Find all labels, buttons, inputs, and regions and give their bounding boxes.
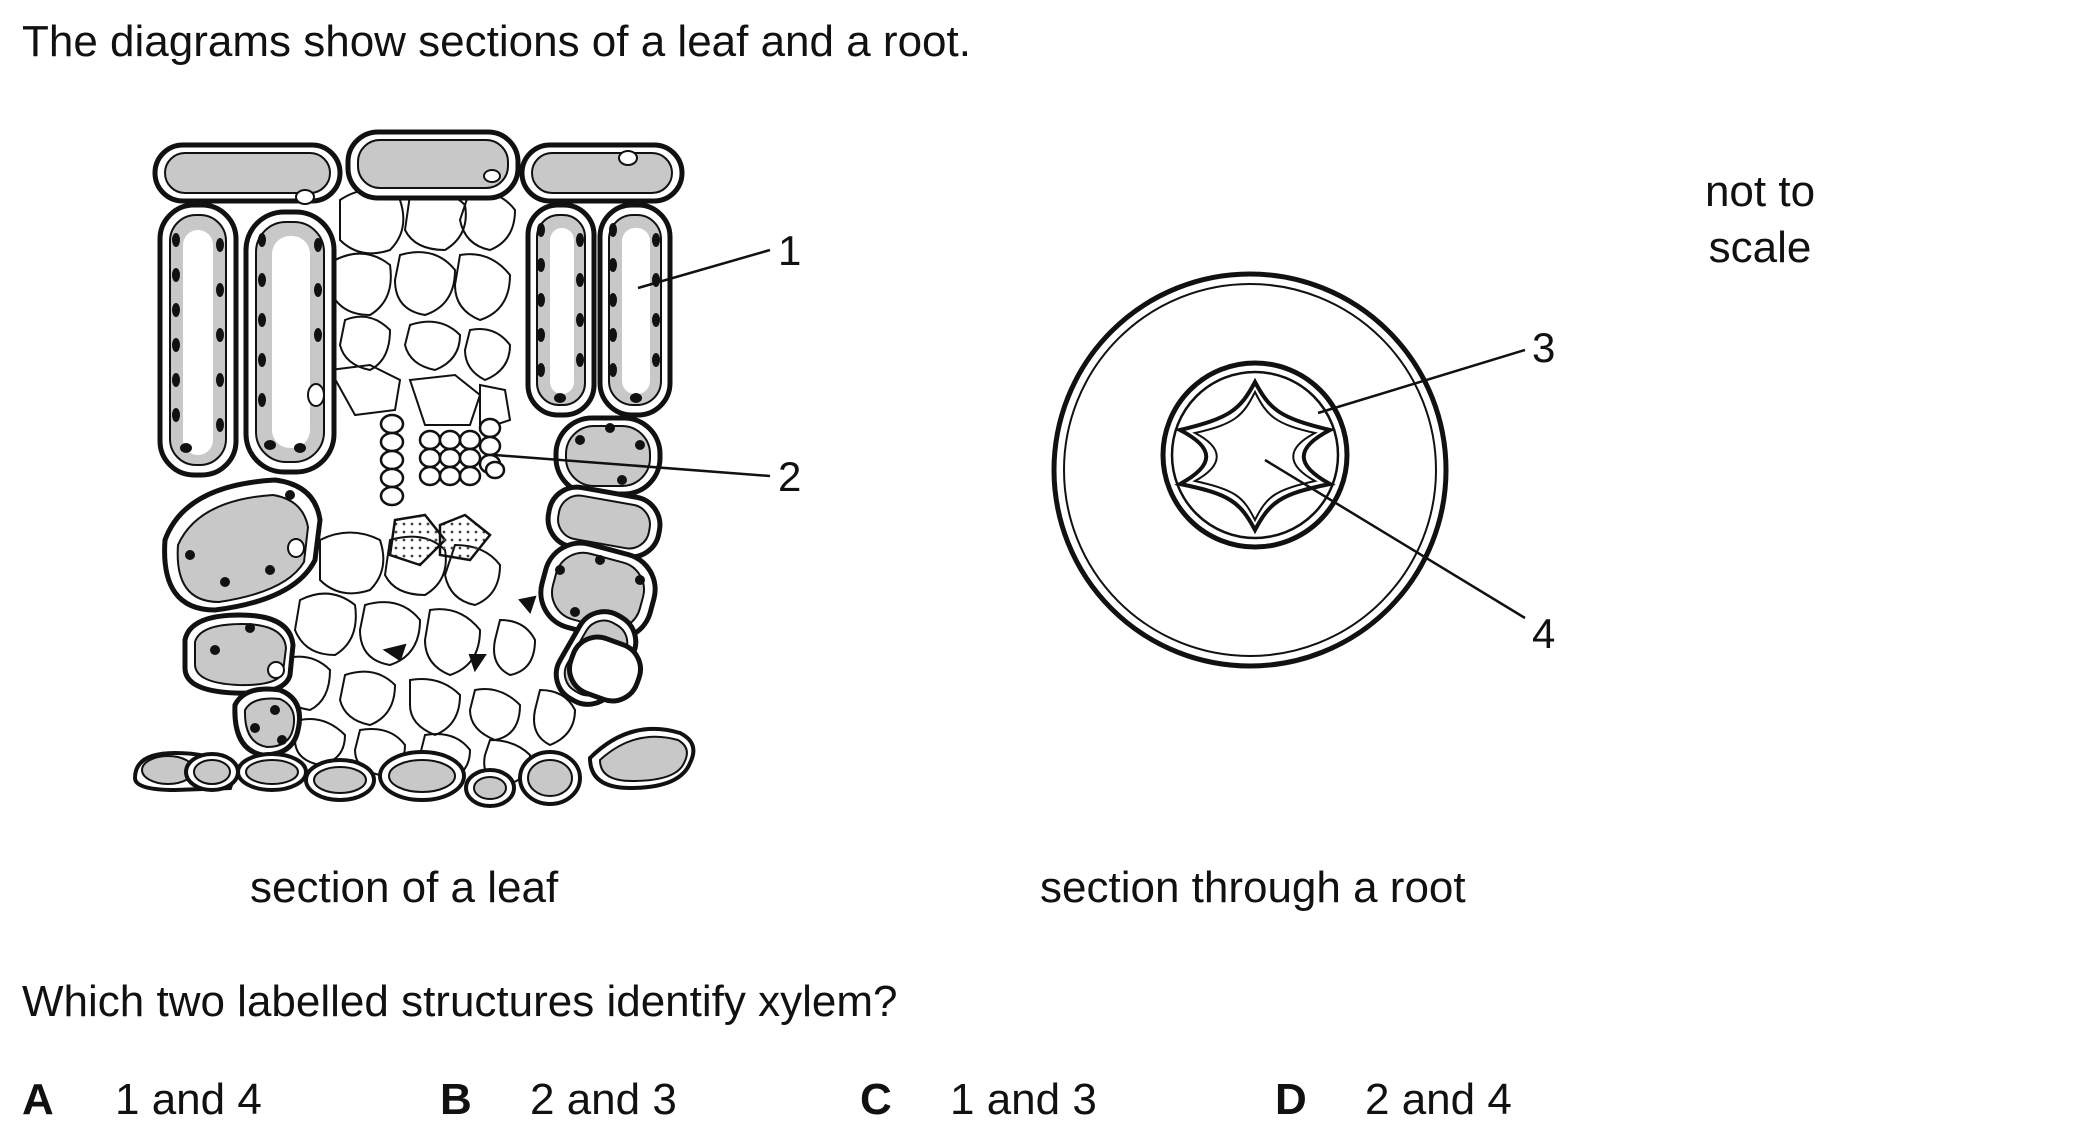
stele-inner [1170,370,1340,540]
option-b-text[interactable]: 2 and 3 [530,1075,677,1124]
spongy-cells-right [538,415,663,707]
option-a-letter[interactable]: A [22,1075,54,1124]
root-section-diagram [1051,271,1449,669]
root-epidermis-inner [1063,283,1437,657]
leader-line-2 [494,453,771,478]
xylem-cross [1174,377,1336,535]
leader-line-4 [1264,458,1526,620]
label-4: 4 [1532,610,1555,657]
vascular-bundle [379,413,506,567]
root-caption: section through a root [1040,863,1466,912]
palisade-cells [157,202,673,478]
option-a-text[interactable]: 1 and 4 [115,1075,262,1124]
upper-epidermis [152,129,685,205]
option-c-letter[interactable]: C [860,1075,892,1124]
option-d-letter[interactable]: D [1275,1075,1307,1124]
option-b-letter[interactable]: B [440,1075,472,1124]
question-prompt: Which two labelled structures identify x… [22,977,898,1026]
intro-text: The diagrams show sections of a leaf and… [22,17,971,66]
label-1: 1 [778,227,801,274]
spongy-cells-left [162,477,323,758]
leader-line-3 [1317,348,1526,415]
not-to-scale-line1: not to [1704,167,1816,216]
leaf-section-diagram [132,129,700,808]
label-2: 2 [778,453,801,500]
option-d-text[interactable]: 2 and 4 [1365,1075,1512,1124]
leaf-caption: section of a leaf [250,863,559,912]
option-c-text[interactable]: 1 and 3 [950,1075,1097,1124]
lower-epidermis [132,726,696,808]
spongy-mesophyll [273,188,577,787]
not-to-scale-line2: scale [1708,223,1812,272]
label-3: 3 [1532,324,1555,371]
leader-line-1 [637,248,771,290]
